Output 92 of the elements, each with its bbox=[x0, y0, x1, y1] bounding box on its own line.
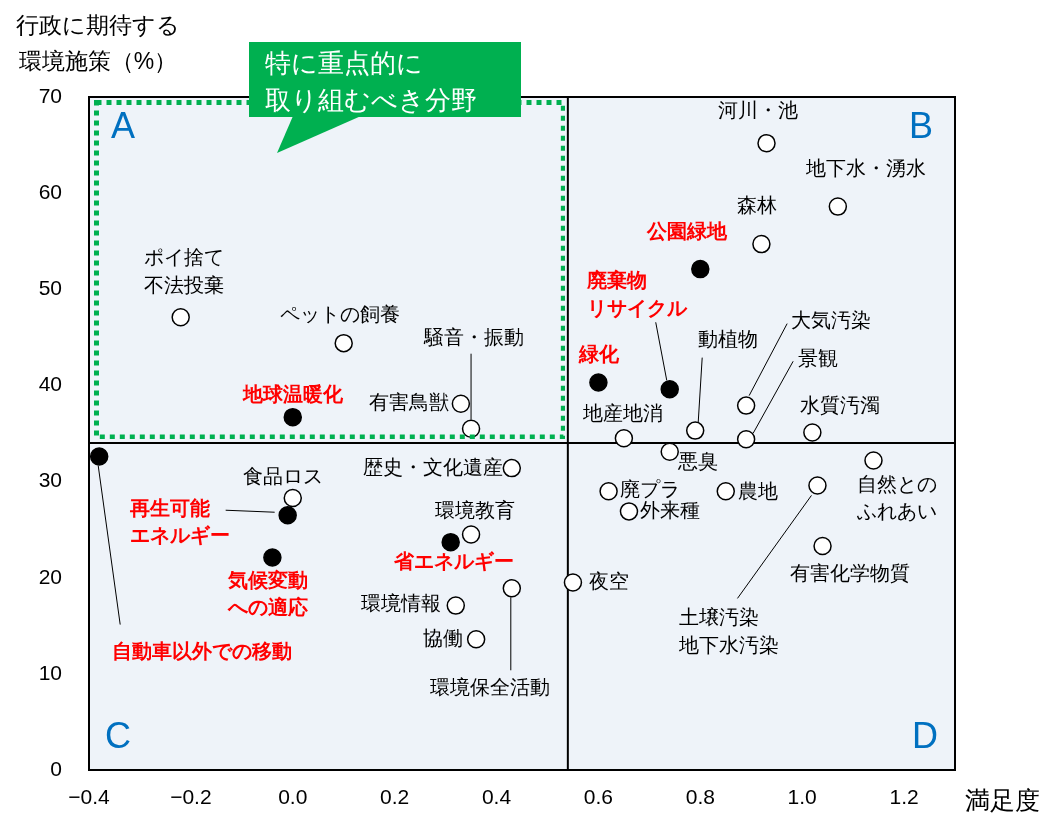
x-tick-label: −0.4 bbox=[68, 785, 111, 809]
x-tick-label: 1.0 bbox=[787, 785, 817, 809]
data-label: 歴史・文化遺産 bbox=[362, 455, 503, 478]
data-label: 外来種 bbox=[639, 498, 700, 521]
data-label: 地球温暖化 bbox=[241, 382, 344, 405]
data-label: 水質汚濁 bbox=[800, 394, 881, 417]
data-label: 食品ロス bbox=[242, 465, 323, 488]
data-label: 景観 bbox=[798, 346, 839, 369]
y-tick-label: 0 bbox=[50, 756, 62, 780]
point bbox=[691, 259, 710, 279]
data-label: 自動車以外での移動 bbox=[112, 640, 293, 663]
y-tick-label: 20 bbox=[38, 564, 62, 588]
annotation: 特に重点的に取り組むべき分野 bbox=[265, 47, 477, 117]
point bbox=[283, 407, 303, 427]
x-axis-title: 満足度 bbox=[965, 785, 1040, 813]
point bbox=[752, 234, 771, 254]
x-tick-label: 0.0 bbox=[278, 785, 308, 809]
point bbox=[466, 630, 486, 649]
x-tick-label: 1.2 bbox=[889, 785, 919, 809]
point bbox=[461, 525, 481, 544]
point bbox=[803, 423, 822, 442]
annotation: D bbox=[912, 714, 938, 756]
y-tick-label: 70 bbox=[38, 83, 62, 107]
point bbox=[599, 481, 618, 501]
data-label: 環境教育 bbox=[435, 498, 516, 521]
data-label: 土壌汚染地下水汚染 bbox=[678, 605, 780, 656]
x-tick-label: −0.2 bbox=[170, 785, 212, 809]
point bbox=[660, 442, 679, 462]
point bbox=[441, 532, 460, 552]
point bbox=[171, 307, 190, 327]
point bbox=[757, 133, 776, 153]
data-label: 公園緑地 bbox=[646, 219, 729, 242]
annotation: C bbox=[105, 714, 131, 756]
data-label: 協働 bbox=[423, 626, 464, 649]
y-tick-label: 10 bbox=[38, 660, 62, 684]
y-axis-title: 行政に期待する環境施策（%） bbox=[15, 11, 181, 76]
point bbox=[334, 333, 353, 353]
data-label: 大気汚染 bbox=[791, 309, 872, 332]
point bbox=[283, 488, 303, 508]
point bbox=[563, 573, 583, 592]
point bbox=[864, 451, 883, 470]
point bbox=[451, 394, 471, 413]
data-label: 騒音・振動 bbox=[423, 326, 525, 349]
x-tick-label: 0.2 bbox=[380, 785, 410, 809]
point bbox=[813, 536, 832, 556]
data-label: 廃プラ bbox=[619, 477, 680, 500]
point bbox=[278, 505, 297, 525]
point bbox=[716, 481, 736, 501]
data-label: 環境保全活動 bbox=[429, 675, 550, 698]
data-label: 環境情報 bbox=[360, 592, 441, 615]
data-label: 省エネルギー bbox=[392, 549, 514, 572]
data-label: 有害鳥獣 bbox=[368, 391, 449, 414]
point bbox=[660, 380, 679, 399]
data-label: ポイ捨て不法投棄 bbox=[143, 245, 224, 296]
point bbox=[89, 447, 109, 466]
data-label: 動植物 bbox=[698, 328, 759, 351]
data-label: 有害化学物質 bbox=[789, 561, 910, 584]
point bbox=[736, 430, 756, 449]
data-label: 河川・池 bbox=[717, 98, 798, 121]
data-label: 農地 bbox=[737, 479, 778, 502]
data-label: 気候変動への適応 bbox=[227, 569, 309, 619]
point bbox=[685, 421, 705, 440]
x-tick-label: 0.6 bbox=[583, 785, 614, 809]
point bbox=[828, 197, 848, 216]
annotation: B bbox=[908, 104, 934, 146]
point bbox=[614, 429, 634, 448]
data-label: 悪臭 bbox=[676, 450, 718, 473]
data-label: 廃棄物リサイクル bbox=[585, 268, 688, 319]
x-tick-label: 0.4 bbox=[481, 785, 512, 809]
data-label: 地産地消 bbox=[581, 401, 663, 424]
point bbox=[589, 373, 608, 392]
data-label: 緑化 bbox=[578, 343, 621, 366]
y-tick-label: 60 bbox=[38, 179, 62, 203]
data-label: 地下水・湧水 bbox=[804, 157, 926, 180]
point bbox=[808, 476, 827, 495]
annotation: A bbox=[110, 104, 136, 146]
y-tick-label: 50 bbox=[38, 276, 62, 300]
data-label: ペットの飼養 bbox=[279, 302, 400, 325]
data-label: 森林 bbox=[737, 193, 778, 216]
data-label: 再生可能エネルギー bbox=[128, 496, 230, 546]
point bbox=[619, 502, 639, 521]
y-tick-label: 40 bbox=[38, 372, 62, 396]
point bbox=[736, 396, 756, 415]
y-tick-label: 30 bbox=[38, 468, 62, 492]
point bbox=[461, 419, 481, 438]
data-label: 夜空 bbox=[588, 570, 629, 593]
point bbox=[263, 548, 282, 567]
point bbox=[446, 596, 466, 615]
data-label: 自然とのふれあい bbox=[856, 472, 938, 522]
point bbox=[502, 579, 522, 598]
point bbox=[502, 458, 522, 478]
x-tick-label: 0.8 bbox=[685, 785, 715, 809]
